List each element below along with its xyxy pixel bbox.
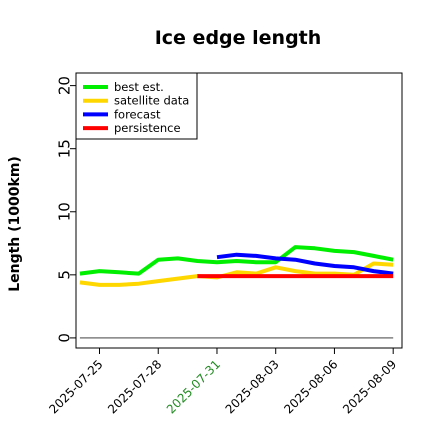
plot-area — [75, 72, 403, 349]
x-tick-label: 2025-08-09 — [340, 357, 399, 416]
x-tick-label: 2025-08-03 — [223, 357, 282, 416]
series-line-best-est- — [79, 245, 394, 276]
legend-label: satellite data — [114, 94, 189, 108]
x-axis: 2025-07-25 2025-07-28 2025-07-31 2025-08-03… — [46, 348, 399, 416]
plot-frame — [75, 72, 403, 349]
legend-label: forecast — [114, 107, 161, 121]
x-tick-label: 2025-07-31 — [164, 357, 223, 416]
y-tick-label: 0 — [55, 333, 73, 343]
legend-label: best est. — [114, 80, 164, 94]
series-line-forecast — [216, 252, 394, 276]
chart-title: Ice edge length — [155, 27, 322, 49]
y-axis-label: Length (1000km) — [7, 156, 23, 292]
y-tick-label: 5 — [55, 270, 73, 280]
legend: best est.satellite dataforecastpersisten… — [75, 72, 198, 140]
series-line-satellite-data — [79, 261, 394, 287]
y-tick-label: 20 — [55, 76, 73, 95]
y-tick-label: 10 — [55, 202, 73, 221]
x-tick-label: 2025-08-06 — [281, 357, 340, 416]
series-layer — [79, 245, 394, 339]
legend-label: persistence — [114, 121, 181, 135]
y-axis: 0 5 10 15 20 — [55, 76, 76, 343]
y-tick-label: 15 — [55, 139, 73, 158]
x-tick-label: 2025-07-25 — [46, 357, 105, 416]
x-tick-label: 2025-07-28 — [105, 357, 164, 416]
